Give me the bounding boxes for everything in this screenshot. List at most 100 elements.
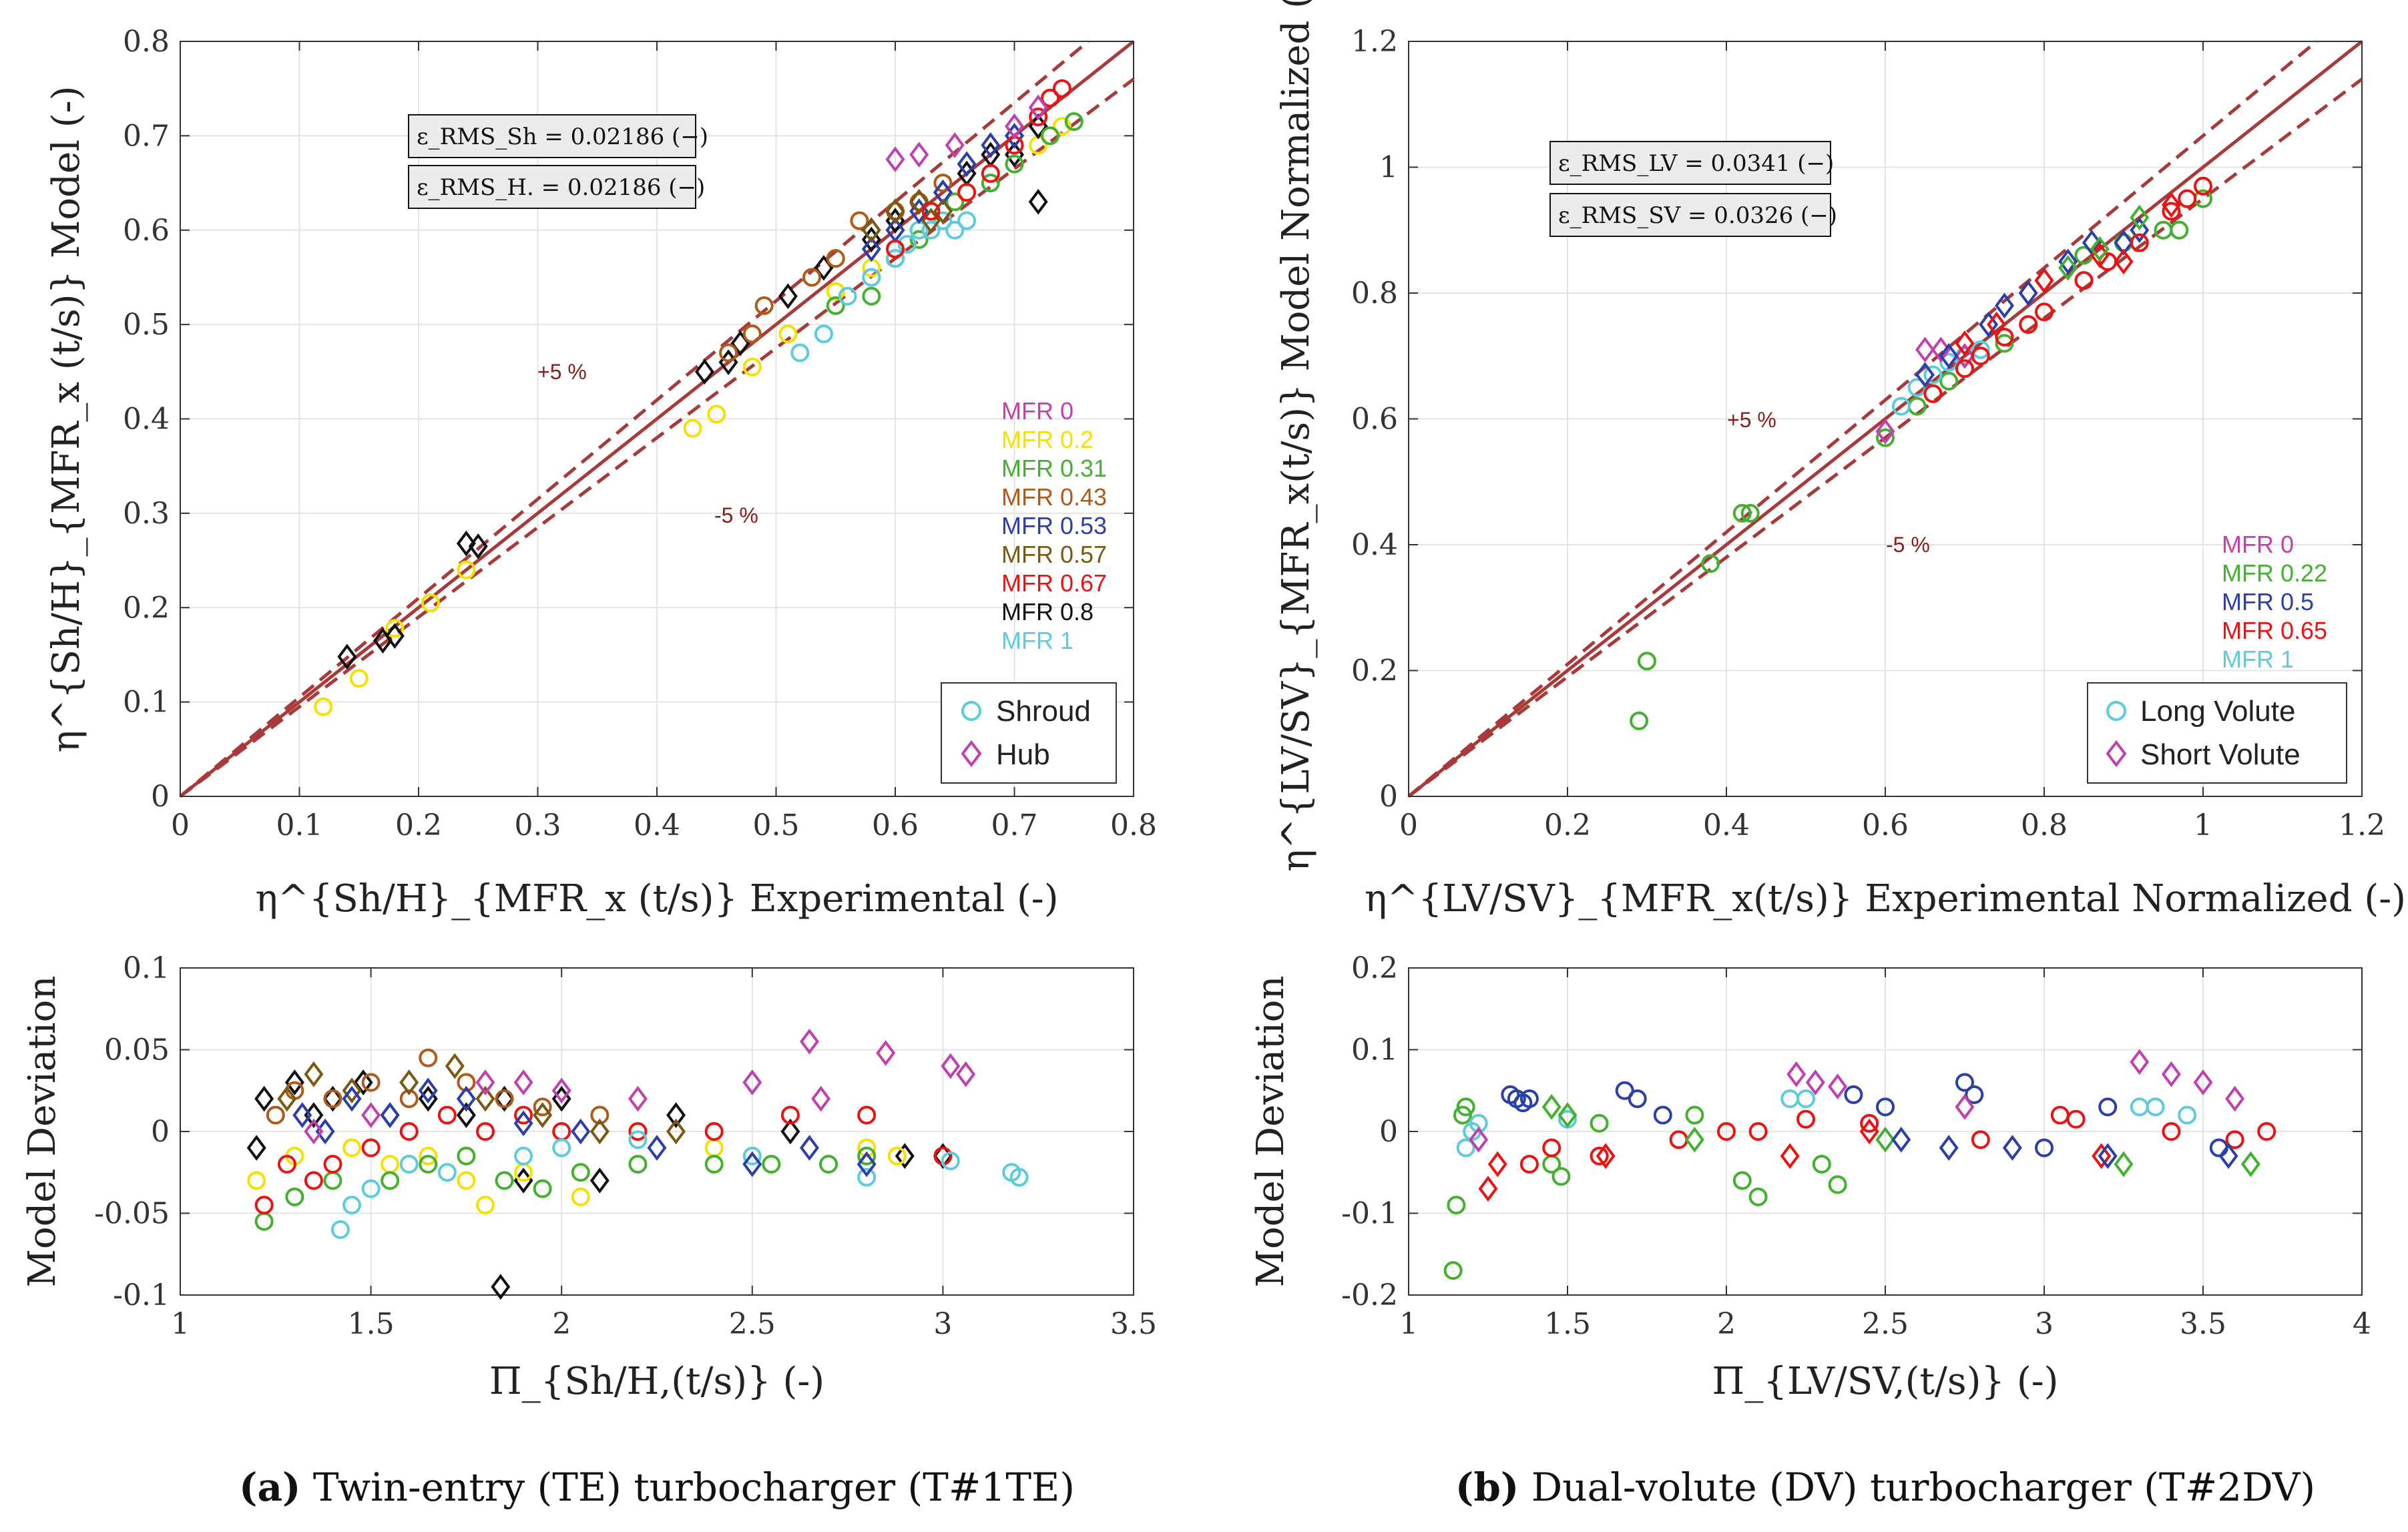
data-point-circle [330, 1220, 350, 1239]
data-point-circle [887, 1146, 907, 1166]
rms-box-hub [408, 165, 696, 209]
x-tick-label: 0 [1399, 808, 1418, 842]
data-point-diamond [2161, 1061, 2181, 1087]
data-point-circle [323, 1155, 342, 1174]
data-point-circle [1965, 1085, 1984, 1104]
data-point-circle [707, 405, 726, 424]
panel-a-y-axis-label: η^{Sh/H}_{MFR_x (t/s)} Model (-) [45, 86, 88, 753]
data-point-circle [361, 1138, 381, 1158]
data-point-circle [1796, 1089, 1815, 1108]
y-tick-label: 0 [151, 1115, 170, 1149]
data-point-diamond [945, 132, 965, 158]
panel-b-y-axis-label: η^{LV/SV}_{MFR_x(t/s)} Model Normalized … [1274, 0, 1318, 872]
data-point-circle [1732, 1171, 1752, 1190]
data-point-circle [1456, 1138, 1475, 1158]
data-point-circle [2019, 315, 2038, 334]
data-point-circle [457, 560, 476, 579]
x-tick-label: 3 [2035, 1307, 2054, 1341]
data-point-diamond [1478, 1176, 1498, 1202]
y-tick-label: 0.5 [123, 308, 170, 342]
data-point-diamond [909, 142, 929, 168]
data-point-diamond [1939, 342, 1959, 369]
data-point-circle [1971, 1130, 1990, 1150]
data-point-circle [1064, 112, 1083, 132]
data-point-circle [683, 419, 702, 438]
caption-b-letter: (b) [1455, 1465, 1519, 1510]
data-point-circle [1939, 371, 1959, 391]
panel-a-rms-boxes: ε_RMS_Sh = 0.02186 (−) ε_RMS_H. = 0.0218… [408, 114, 708, 209]
data-point-circle [957, 211, 977, 230]
data-point-diamond [2193, 1069, 2213, 1095]
data-point-diamond [2161, 192, 2181, 218]
data-point-circle [533, 1179, 552, 1198]
y-tick-label: -0.1 [1341, 1197, 1398, 1231]
data-point-circle [957, 183, 977, 202]
y-tick-label: 0.3 [123, 497, 170, 531]
data-point-circle [2194, 176, 2212, 196]
mfr-label: MFR 0.67 [1001, 569, 1107, 597]
data-point-circle [2146, 1097, 2165, 1117]
data-point-diamond [956, 1061, 976, 1087]
x-tick-label: 2 [1717, 1307, 1736, 1341]
data-point-circle [571, 1188, 590, 1206]
data-point-circle [1828, 1175, 1847, 1194]
data-point-circle [780, 1105, 800, 1125]
y-tick-label: 0.1 [123, 686, 170, 720]
data-point-circle [838, 286, 857, 306]
legend-circle-icon [961, 701, 981, 721]
x-tick-label: 1.5 [1544, 1307, 1591, 1341]
data-point-circle [857, 1105, 877, 1125]
data-point-circle [933, 174, 953, 193]
data-point-diamond [1005, 113, 1024, 140]
data-point-circle [2170, 220, 2189, 240]
data-point-diamond [885, 198, 905, 224]
data-point-diamond [1005, 123, 1024, 149]
data-point-circle [1615, 1081, 1634, 1100]
data-point-circle [1955, 1073, 1974, 1092]
panel-b-deviation: 1 1.5 2 2.5 3 3.5 4 -0.2 -0.1 0 0.1 0.2 [1341, 951, 2371, 1341]
x-tick-label: 1 [171, 1307, 190, 1341]
data-point-circle [1685, 1105, 1704, 1125]
data-point-diamond [1557, 1102, 1578, 1128]
data-point-circle [514, 1146, 533, 1166]
data-point-circle [314, 697, 333, 716]
data-point-diamond [2130, 217, 2150, 244]
panel-b-dev-y-axis-label: Model Deviation [1249, 976, 1292, 1288]
data-point-diamond [742, 1069, 762, 1095]
data-point-circle [342, 1138, 362, 1158]
data-point-circle [1876, 428, 1895, 447]
data-point-diamond [1987, 311, 2007, 338]
reference-line-dashed [179, 40, 1090, 798]
data-point-circle [1732, 503, 1752, 523]
caption-a: (a) Twin-entry (TE) turbocharger (T#1TE) [239, 1465, 1075, 1510]
data-point-diamond [2098, 1143, 2118, 1170]
data-point-circle [921, 220, 941, 240]
data-point-circle [2035, 1138, 2054, 1158]
mfr-label: MFR 1 [2222, 646, 2294, 673]
data-point-diamond [456, 530, 476, 557]
data-point-circle [2225, 1130, 2244, 1150]
data-point-diamond [1828, 1073, 1848, 1099]
data-point-diamond [1979, 311, 1999, 338]
data-point-circle [1812, 1155, 1831, 1174]
rms-box-sv [1549, 193, 1831, 237]
data-point-circle [419, 1048, 438, 1067]
data-point-diamond [1891, 1126, 1911, 1153]
x-tick-label: 0.7 [991, 808, 1038, 842]
data-point-diamond [342, 1077, 362, 1104]
data-point-diamond [491, 1274, 511, 1300]
data-point-circle [1995, 334, 2014, 353]
data-point-circle [857, 1168, 877, 1187]
data-point-diamond [380, 1102, 400, 1128]
data-point-circle [552, 1138, 571, 1158]
x-tick-label: 1 [1399, 1307, 1418, 1341]
panel-b-minus5-label: -5 % [1886, 533, 1930, 557]
data-point-circle [266, 1105, 285, 1125]
data-point-diamond [1684, 1126, 1704, 1153]
data-point-circle [1453, 1105, 1472, 1125]
y-tick-label: 0.6 [1351, 403, 1398, 437]
data-point-diamond [778, 283, 798, 310]
panel-b-rms-boxes: ε_RMS_LV = 0.0341 (−) ε_RMS_SV = 0.0326 … [1549, 141, 1837, 237]
x-tick-label: 0 [171, 808, 190, 842]
